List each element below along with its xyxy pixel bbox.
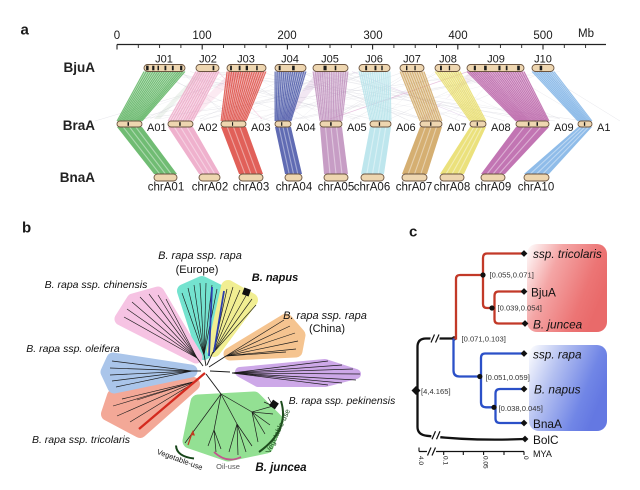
svg-text:chrA02: chrA02: [192, 182, 228, 194]
svg-text:A02: A02: [198, 122, 218, 134]
svg-text:Oil-use: Oil-use: [216, 462, 240, 471]
svg-text:Mb: Mb: [578, 28, 594, 40]
svg-text:ssp. tricolaris: ssp. tricolaris: [533, 247, 602, 261]
svg-text:J04: J04: [281, 54, 299, 66]
svg-text:300: 300: [363, 30, 382, 42]
svg-text:chrA01: chrA01: [148, 182, 184, 194]
svg-text:BnaA: BnaA: [60, 170, 96, 185]
svg-text:BraA: BraA: [63, 118, 96, 133]
svg-text:A05: A05: [347, 122, 367, 134]
svg-text:J08: J08: [439, 54, 457, 66]
svg-text:J07: J07: [403, 54, 421, 66]
svg-text:[4,4.165]: [4,4.165]: [421, 387, 451, 396]
svg-text:A04: A04: [296, 122, 316, 134]
svg-text:a: a: [21, 22, 30, 39]
svg-text:[0.055,0.071]: [0.055,0.071]: [490, 271, 534, 280]
svg-text:chrA09: chrA09: [475, 182, 511, 194]
svg-text:B. rapa ssp. pekinensis: B. rapa ssp. pekinensis: [289, 396, 395, 407]
svg-text:4.0: 4.0: [417, 456, 424, 465]
svg-text:(Europe): (Europe): [176, 264, 219, 276]
svg-text:[0.071,0.103]: [0.071,0.103]: [462, 335, 506, 344]
svg-text:BjuA: BjuA: [531, 286, 556, 300]
svg-text:A01: A01: [147, 122, 167, 134]
svg-text:B. rapa ssp. rapa: B. rapa ssp. rapa: [158, 250, 242, 262]
svg-text:B. rapa ssp. oleifera: B. rapa ssp. oleifera: [26, 343, 120, 355]
svg-text:[0.039,0.054]: [0.039,0.054]: [498, 304, 542, 313]
svg-text:BjuA: BjuA: [64, 60, 96, 75]
svg-text:J03: J03: [237, 54, 255, 66]
svg-text:b: b: [22, 220, 31, 237]
svg-text:J06: J06: [365, 54, 383, 66]
svg-text:B. rapa ssp. rapa: B. rapa ssp. rapa: [283, 310, 367, 322]
svg-text:BolC: BolC: [533, 433, 559, 447]
svg-text:200: 200: [277, 30, 296, 42]
svg-text:chrA07: chrA07: [396, 182, 432, 194]
svg-text:0.1: 0.1: [442, 456, 449, 465]
svg-text:A03: A03: [251, 122, 271, 134]
svg-text:J10: J10: [534, 54, 552, 66]
svg-text:J01: J01: [155, 54, 173, 66]
svg-text:[0.051,0.059]: [0.051,0.059]: [486, 373, 530, 382]
svg-text:A09: A09: [554, 122, 574, 134]
svg-text:chrA06: chrA06: [354, 182, 390, 194]
svg-text:J09: J09: [487, 54, 505, 66]
svg-text:B. napus: B. napus: [534, 383, 581, 397]
svg-text:chrA08: chrA08: [434, 182, 470, 194]
svg-text:400: 400: [448, 30, 467, 42]
svg-text:BnaA: BnaA: [533, 417, 562, 431]
svg-text:(China): (China): [309, 323, 345, 335]
svg-text:500: 500: [533, 30, 552, 42]
svg-text:0.05: 0.05: [482, 456, 489, 469]
svg-text:100: 100: [192, 30, 211, 42]
svg-text:chrA10: chrA10: [518, 182, 554, 194]
svg-text:0: 0: [522, 456, 529, 460]
svg-text:B. napus: B. napus: [252, 272, 298, 284]
svg-text:A07: A07: [447, 122, 467, 134]
svg-text:B. rapa ssp. tricolaris: B. rapa ssp. tricolaris: [32, 434, 131, 446]
svg-text:c: c: [409, 224, 417, 241]
svg-text:B. rapa ssp. chinensis: B. rapa ssp. chinensis: [45, 279, 148, 291]
svg-text:B. juncea: B. juncea: [533, 318, 583, 332]
svg-text:J05: J05: [321, 54, 339, 66]
svg-text:A08: A08: [491, 122, 511, 134]
svg-text:ssp. rapa: ssp. rapa: [533, 348, 582, 362]
svg-text:J02: J02: [199, 54, 217, 66]
svg-text:B. juncea: B. juncea: [255, 462, 307, 474]
svg-text:chrA04: chrA04: [276, 182, 313, 194]
svg-text:A06: A06: [396, 122, 416, 134]
svg-text:A1: A1: [597, 122, 610, 134]
svg-text:[0.038,0.045]: [0.038,0.045]: [499, 404, 543, 413]
svg-text:chrA03: chrA03: [233, 182, 269, 194]
svg-text:chrA05: chrA05: [318, 182, 354, 194]
svg-text:0: 0: [114, 30, 120, 42]
svg-text:MYA: MYA: [533, 449, 552, 459]
